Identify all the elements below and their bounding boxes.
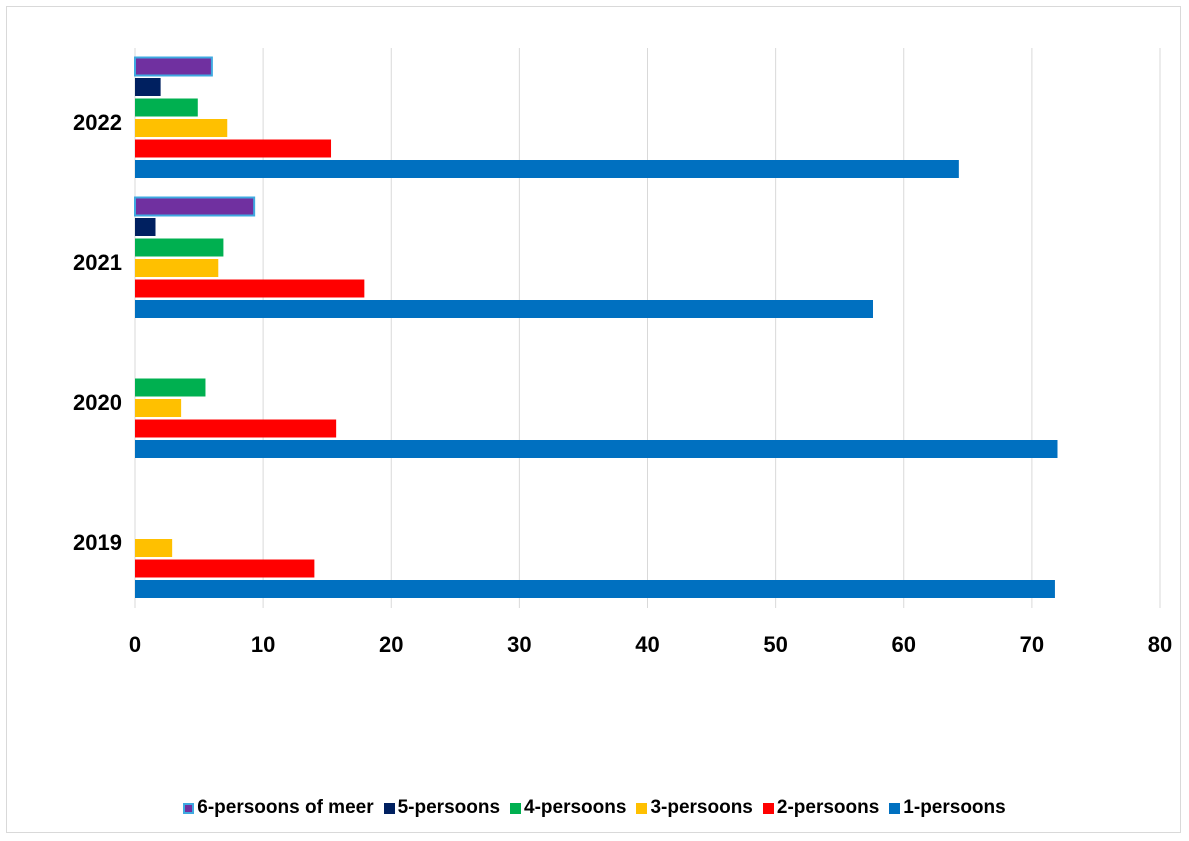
x-tick-label: 20 <box>379 632 403 657</box>
y-tick-label: 2021 <box>73 250 122 275</box>
x-tick-label: 10 <box>251 632 275 657</box>
bar-6-persoons-of-meer-2021 <box>134 196 256 217</box>
bar-3-persoons-2020 <box>135 399 182 417</box>
legend-swatch <box>510 802 522 814</box>
x-tick-label: 50 <box>763 632 787 657</box>
legend-item: 2-persoons <box>762 797 880 819</box>
bar-3-persoons-2021 <box>135 259 219 277</box>
bar-1-persoons-2021 <box>135 300 873 318</box>
legend-item: 4-persoons <box>510 797 626 819</box>
x-tick-label: 40 <box>635 632 659 657</box>
x-tick-label: 0 <box>129 632 141 657</box>
bar-4-persoons-2022 <box>135 98 198 117</box>
bar-1-persoons-2022 <box>135 160 959 178</box>
legend-label: 2-persoons <box>776 797 880 818</box>
bar-2-persoons-2019 <box>135 559 315 578</box>
x-tick-label: 80 <box>1148 632 1172 657</box>
bar-6-persoons-of-meer-2022 <box>134 56 213 77</box>
bar-2-persoons-2022 <box>135 139 332 158</box>
bar-2-persoons-2021 <box>135 279 365 298</box>
bar-5-persoons-2022 <box>135 78 161 96</box>
legend-label: 1-persoons <box>903 797 1006 818</box>
bar-1-persoons-2019 <box>135 580 1055 598</box>
x-tick-label: 30 <box>507 632 531 657</box>
bar-1-persoons-2020 <box>135 440 1058 458</box>
bar-4-persoons-2020 <box>135 378 206 397</box>
legend-item: 3-persoons <box>636 797 753 819</box>
legend-item: 5-persoons <box>383 797 501 819</box>
y-tick-label: 2019 <box>73 530 122 555</box>
legend-label: 5-persoons <box>397 797 501 818</box>
bar-3-persoons-2022 <box>135 119 228 137</box>
legend-swatch <box>762 802 774 814</box>
bar-2-persoons-2020 <box>135 419 337 438</box>
y-tick-label: 2020 <box>73 390 122 415</box>
bar-3-persoons-2019 <box>135 539 173 557</box>
legend-swatch <box>183 802 195 814</box>
legend-label: 4-persoons <box>524 797 627 818</box>
bar-4-persoons-2021 <box>135 238 224 257</box>
legend-swatch <box>383 802 395 814</box>
bar-5-persoons-2021 <box>135 218 156 236</box>
legend-label: 3-persoons <box>650 797 753 818</box>
y-tick-label: 2022 <box>73 110 122 135</box>
legend-item: 1-persoons <box>889 797 1006 819</box>
x-tick-label: 70 <box>1020 632 1044 657</box>
legend-swatch <box>889 802 901 814</box>
legend-swatch <box>636 802 648 814</box>
x-tick-label: 60 <box>892 632 916 657</box>
legend-item: 6-persoons of meer <box>183 797 374 819</box>
legend-label: 6-persoons of meer <box>197 797 374 818</box>
chart-legend: 6-persoons of meer 5-persoons 4-persoons 3-… <box>0 797 1189 819</box>
